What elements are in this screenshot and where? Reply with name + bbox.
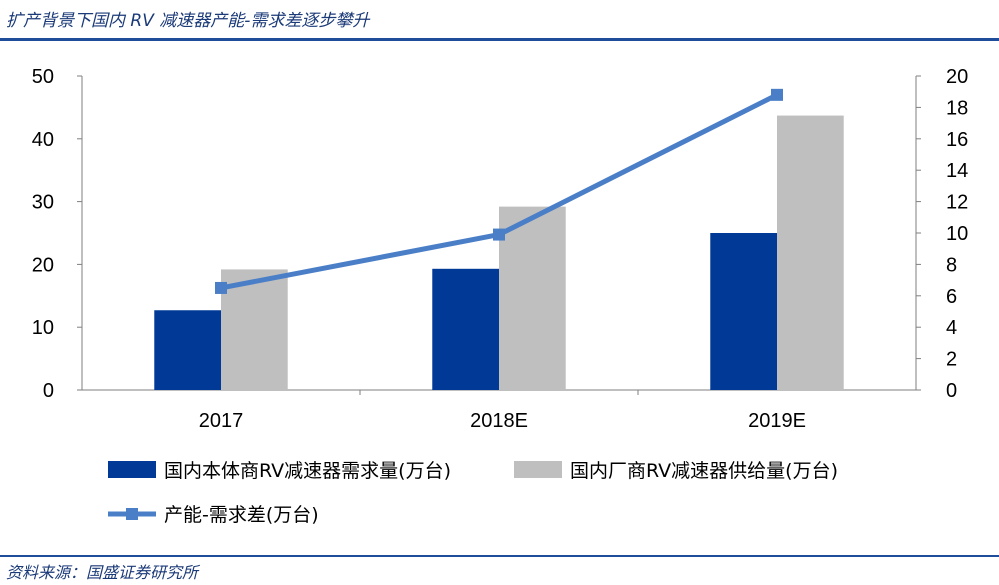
supply-bar	[221, 269, 288, 390]
right-tick-label: 0	[946, 380, 957, 402]
page-title: 扩产背景下国内 RV 减速器产能-需求差逐步攀升	[6, 11, 370, 31]
supply-bar	[499, 206, 566, 390]
right-tick-label: 4	[946, 317, 957, 339]
legend-label-supply: 国内厂商RV减速器供给量(万台)	[570, 460, 838, 482]
left-tick-label: 20	[32, 254, 54, 276]
right-tick-label: 18	[946, 97, 968, 119]
bottom-rule	[0, 555, 999, 557]
gap-marker	[215, 281, 227, 294]
right-tick-label: 10	[946, 223, 968, 245]
category-label: 2018E	[470, 410, 528, 432]
gap-marker	[771, 88, 783, 101]
top-rule	[0, 38, 999, 41]
legend-label-demand: 国内本体商RV减速器需求量(万台)	[164, 460, 451, 482]
source-note: 资料来源：国盛证券研究所	[6, 563, 199, 582]
right-tick-label: 20	[946, 66, 968, 88]
gap-marker	[493, 228, 505, 241]
left-tick-label: 40	[32, 129, 54, 151]
category-label: 2019E	[748, 410, 806, 432]
left-tick-label: 30	[32, 192, 54, 214]
right-tick-label: 8	[946, 254, 957, 276]
left-tick-label: 10	[32, 317, 54, 339]
legend-swatch-demand	[108, 461, 156, 478]
right-tick-label: 14	[946, 160, 968, 182]
left-tick-label: 50	[32, 66, 54, 88]
left-tick-label: 0	[43, 380, 54, 402]
right-tick-label: 6	[946, 286, 957, 308]
demand-bar	[710, 233, 777, 390]
category-label: 2017	[199, 410, 244, 432]
demand-bar	[154, 310, 221, 390]
demand-bar	[432, 268, 499, 390]
right-tick-label: 16	[946, 129, 968, 151]
legend-swatch-gap-marker	[126, 508, 138, 520]
legend-label-gap: 产能-需求差(万台)	[164, 504, 319, 526]
right-tick-label: 12	[946, 192, 968, 214]
right-tick-label: 2	[946, 349, 957, 371]
supply-bar	[777, 115, 844, 391]
legend-swatch-supply	[514, 461, 562, 478]
